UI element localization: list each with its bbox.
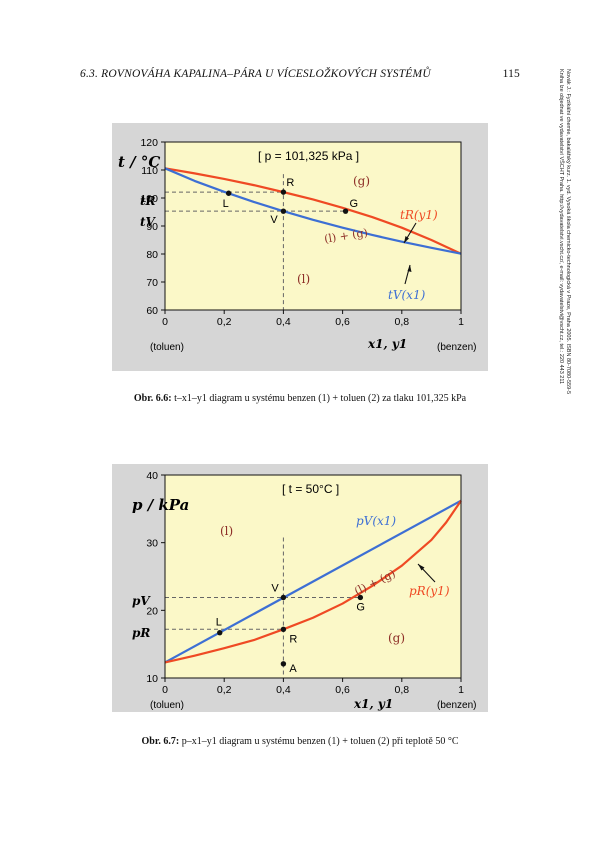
x-end-label-left: (toluen) — [150, 700, 184, 711]
series-line-upper — [164, 499, 462, 664]
side-note-line-1: Novák J.: Fyzikální chemie, bakalářský k… — [565, 69, 571, 395]
point-label-R: R — [289, 633, 297, 645]
point-G — [357, 594, 364, 601]
t-x-y-chart: 60 70 80 90 100 110 120 0 0,2 0,4 0,6 0,8 1 R V L G t … — [112, 123, 488, 371]
point-R — [280, 626, 287, 632]
x-tick-label: 1 — [458, 684, 464, 696]
x-axis-label: x1, y1 — [353, 697, 393, 711]
x-tick-label: 0,2 — [217, 684, 232, 696]
x-end-label-right: (benzen) — [437, 700, 476, 711]
side-note-line-2: Kniha lze objednat ve vydavatelství VŠCH… — [558, 69, 564, 385]
x-end-label-right: (benzen) — [437, 342, 476, 353]
x-tick-label: 0,6 — [335, 316, 350, 328]
y-tick-label: 120 — [140, 137, 158, 149]
x-end-label-left: (toluen) — [150, 342, 184, 353]
caption-label: Obr. 6.7: — [141, 736, 180, 747]
condition-label: [ p = 101,325 kPa ] — [258, 149, 359, 163]
point-L — [225, 190, 232, 196]
series-label-tV: tV(x1) — [388, 288, 426, 302]
point-R — [280, 189, 287, 195]
y-tick-label: 110 — [141, 165, 158, 177]
point-label-R: R — [286, 177, 294, 189]
y-tick-label: 40 — [146, 470, 158, 482]
y-tick-label: 20 — [146, 605, 158, 617]
x-tick-label: 0,2 — [217, 316, 232, 328]
x-tick-label: 0,4 — [276, 316, 291, 328]
x-tick-label: 1 — [458, 316, 464, 328]
x-tick-label: 0 — [162, 316, 168, 328]
point-label-V: V — [271, 582, 279, 594]
x-tick-label: 0,8 — [394, 684, 409, 696]
plot-border — [164, 474, 462, 679]
x-tick-label: 0,8 — [394, 316, 409, 328]
series-label-pV: pV(x1) — [356, 514, 396, 528]
figure-caption-2: Obr. 6.7: p–x1–y1 diagram u systému benz… — [60, 736, 540, 747]
y-axis-label: p / kPa — [132, 496, 189, 514]
running-title: 6.3. ROVNOVÁHA KAPALINA–PÁRA U VÍCESLOŽK… — [80, 68, 431, 80]
tick-side-label-tV: tV — [140, 215, 157, 229]
x-axis-label: x1, y1 — [367, 337, 407, 351]
page-header: 6.3. ROVNOVÁHA KAPALINA–PÁRA U VÍCESLOŽK… — [80, 68, 520, 84]
series-arrowhead-tV — [407, 265, 412, 272]
caption-text: p–x1–y1 diagram u systému benzen (1) + t… — [179, 736, 459, 747]
tick-side-label-tR: tR — [140, 194, 156, 208]
y-tick-label: 100 — [140, 193, 158, 205]
x-tick-label: 0,6 — [335, 684, 350, 696]
plot-area — [165, 475, 461, 678]
point-label-G: G — [350, 198, 359, 210]
y-tick-label: 60 — [146, 305, 158, 317]
y-tick-label: 90 — [146, 221, 158, 233]
point-label-G: G — [356, 601, 365, 613]
figure-caption-1: Obr. 6.6: t–x1–y1 diagram u systému benz… — [60, 393, 540, 404]
page-number: 115 — [502, 68, 520, 80]
point-label-V: V — [270, 214, 278, 226]
y-tick-label: 30 — [146, 538, 158, 550]
condition-label: [ t = 50°C ] — [282, 482, 339, 496]
plot-area — [165, 142, 461, 310]
series-line-upper — [164, 167, 462, 255]
point-label-A: A — [289, 663, 297, 675]
caption-label: Obr. 6.6: — [133, 393, 172, 404]
series-label-tR: tR(y1) — [400, 208, 438, 222]
side-publication-note: Novák J.: Fyzikální chemie, bakalářský k… — [557, 69, 571, 669]
point-V — [280, 208, 287, 214]
region-label-gas: (g) — [353, 174, 370, 188]
tick-side-label-pV: pV — [132, 594, 151, 608]
tick-side-label-pR: pR — [132, 626, 150, 640]
point-label-L: L — [223, 198, 229, 210]
series-arrowhead-pR — [418, 564, 425, 571]
series-line-lower — [164, 167, 462, 255]
point-G — [342, 208, 349, 214]
region-label-gas: (g) — [388, 631, 405, 645]
point-V — [280, 594, 287, 601]
y-tick-label: 70 — [146, 277, 158, 289]
figure-t-x-y-diagram: 60 70 80 90 100 110 120 0 0,2 0,4 0,6 0,8 1 R V L G t … — [112, 123, 488, 371]
y-tick-label: 80 — [146, 249, 158, 261]
region-label-liquid: (l) — [297, 272, 310, 286]
y-axis-label: t / °C — [118, 153, 160, 171]
region-label-liquid: (l) — [220, 524, 233, 538]
series-line-lower — [164, 500, 462, 664]
figure-p-x-y-diagram: 10 20 30 40 0 0,2 0,4 0,6 0,8 1 V R L G A p / kPa x1… — [112, 464, 488, 712]
x-tick-label: 0,4 — [276, 684, 291, 696]
series-label-pR: pR(y1) — [409, 584, 450, 598]
caption-text: t–x1–y1 diagram u systému benzen (1) + t… — [171, 393, 467, 404]
p-x-y-chart: 10 20 30 40 0 0,2 0,4 0,6 0,8 1 V R L G A p / kPa x1… — [112, 464, 488, 712]
point-A — [280, 661, 287, 667]
series-arrowhead-tR — [404, 236, 409, 243]
point-label-L: L — [216, 617, 222, 629]
x-tick-label: 0 — [162, 684, 168, 696]
point-L — [217, 629, 223, 636]
y-tick-label: 10 — [146, 673, 158, 685]
